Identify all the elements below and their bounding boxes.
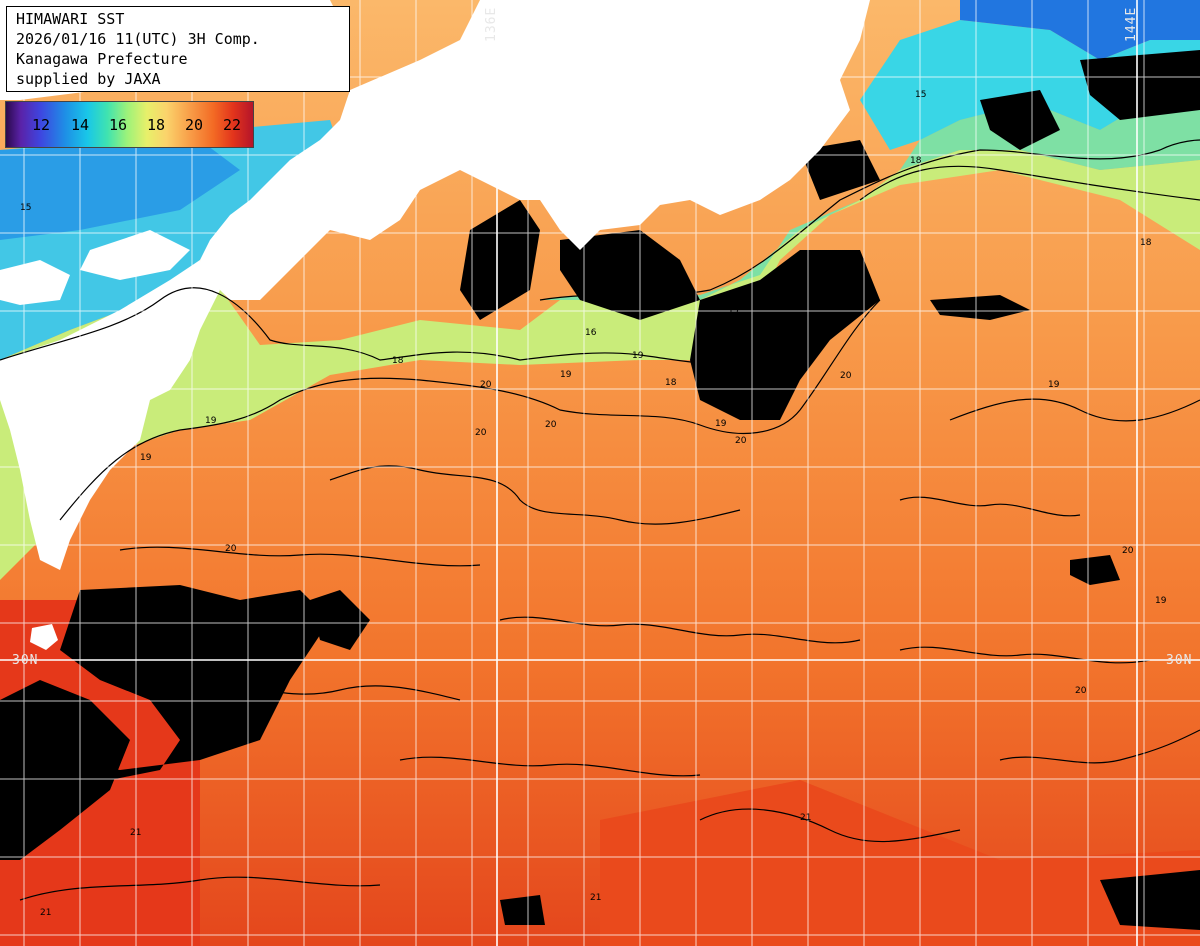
lat-label-30n-left: 30N	[12, 653, 39, 668]
legend-label-12: 12	[32, 116, 51, 134]
title-line-2: 2026/01/16 11(UTC) 3H Comp.	[16, 30, 260, 48]
legend-label-20: 20	[185, 116, 204, 134]
contour-label: 15	[915, 90, 926, 100]
legend-label-22: 22	[223, 116, 242, 134]
contour-label: 20	[735, 436, 747, 446]
contour-label: 19	[140, 453, 152, 463]
contour-label: 15	[20, 203, 31, 213]
contour-label: 19	[632, 351, 644, 361]
contour-label: 19	[560, 370, 572, 380]
title-line-3: Kanagawa Prefecture	[16, 50, 188, 68]
legend-label-16: 16	[109, 116, 128, 134]
contour-label: 20	[1122, 546, 1134, 556]
contour-label: 20	[480, 380, 492, 390]
contour-label: 19	[1048, 380, 1060, 390]
ocean-cyan-band	[860, 20, 1200, 150]
contour-label: 20	[545, 420, 557, 430]
contour-label: 17	[728, 308, 739, 318]
lat-label-30n-right: 30N	[1166, 653, 1193, 668]
contour-label: 18	[910, 156, 922, 166]
contour-label: 19	[715, 419, 727, 429]
color-legend: 12 14 16 18 20 22	[5, 101, 254, 148]
legend-label-14: 14	[71, 116, 90, 134]
contour-label: 18	[665, 378, 677, 388]
contour-label: 21	[130, 828, 141, 838]
title-line-4: supplied by JAXA	[16, 70, 161, 88]
sst-contours	[0, 139, 1200, 901]
contour-label: 20	[225, 544, 237, 554]
lon-label-136e: 136E	[484, 6, 499, 42]
ocean-cool-west-2	[0, 140, 240, 240]
title-box: HIMAWARI SST 2026/01/16 11(UTC) 3H Comp.…	[6, 6, 350, 92]
contour-label: 20	[1075, 686, 1087, 696]
ocean-hot-south-2	[600, 780, 1200, 946]
title-line-1: HIMAWARI SST	[16, 10, 125, 28]
contour-label: 18	[1140, 238, 1152, 248]
legend-label-18: 18	[147, 116, 166, 134]
ocean-transition	[0, 150, 1200, 580]
contour-label: 16	[585, 328, 597, 338]
contour-label: 19	[1155, 596, 1167, 606]
contour-label: 21	[40, 908, 51, 918]
contour-label: 19	[205, 416, 217, 426]
contour-label: 18	[392, 356, 404, 366]
ocean-blue-ne	[960, 0, 1200, 60]
contour-label: 20	[840, 371, 852, 381]
contour-label: 21	[800, 813, 811, 823]
contour-label: 21	[590, 893, 601, 903]
lon-label-144e: 144E	[1124, 6, 1139, 42]
contour-label: 20	[475, 428, 487, 438]
